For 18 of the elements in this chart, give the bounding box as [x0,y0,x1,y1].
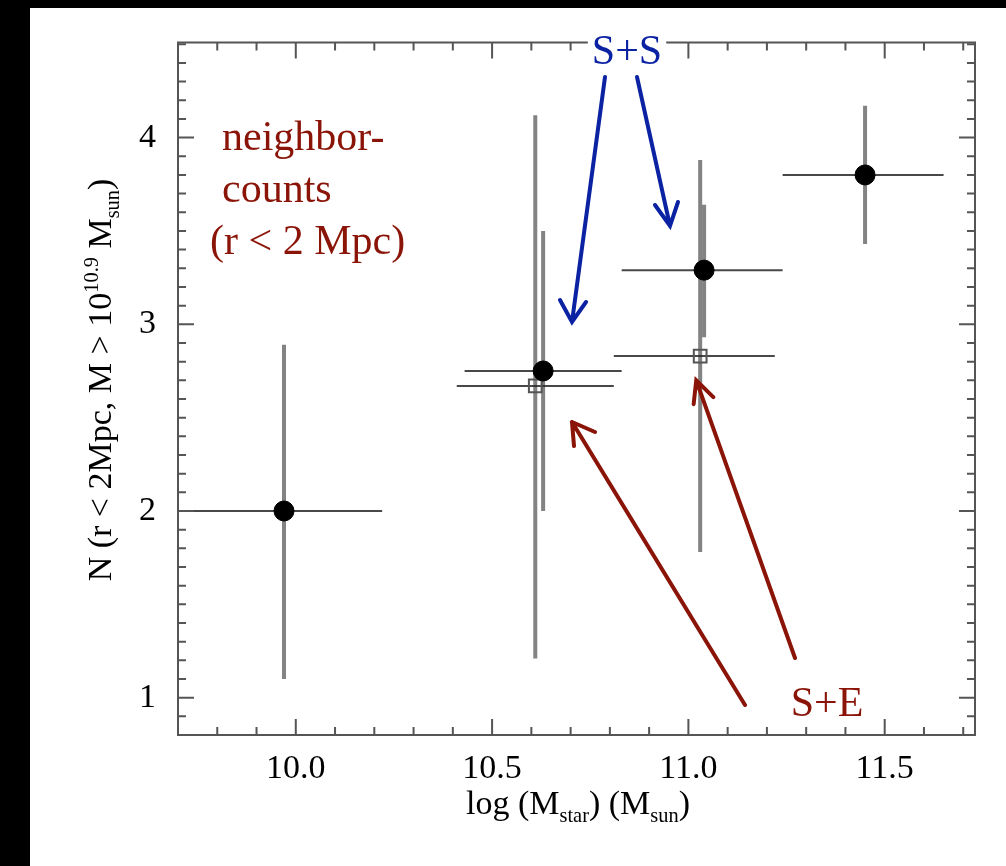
point [527,378,543,394]
y-tick-label: 3 [139,303,156,341]
x-tick-label: 11.0 [659,748,718,786]
x-tick-label: 10.0 [266,748,326,786]
y-tick-label: 1 [139,676,156,714]
y-tick-label: 4 [139,116,156,154]
y-tick-label: 2 [139,489,156,527]
annotation: S+E [790,679,864,725]
x-tick-label: 11.5 [855,748,914,786]
x-tick-label: 10.5 [462,748,522,786]
point [692,348,708,364]
point [532,360,554,382]
annotation: S+S [591,27,663,73]
annotation: neighbor- counts (r < 2 Mpc) [210,113,406,264]
point [854,164,876,186]
point [273,500,295,522]
x-axis-title: log (M$_{star}$) (M$_{sun}$) [466,784,690,827]
point [693,259,715,281]
